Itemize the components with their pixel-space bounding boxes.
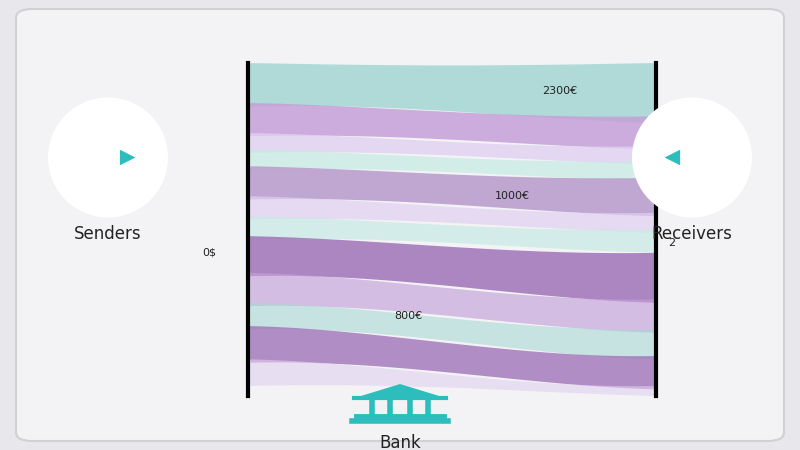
Polygon shape [248, 303, 656, 360]
Ellipse shape [632, 98, 752, 217]
Polygon shape [248, 103, 656, 149]
Text: Receivers: Receivers [651, 225, 733, 243]
Text: 2: 2 [669, 238, 675, 248]
Text: 2300€: 2300€ [542, 86, 578, 96]
Text: 1000€: 1000€ [494, 191, 530, 201]
Polygon shape [248, 196, 656, 233]
Polygon shape [248, 166, 656, 216]
Polygon shape [248, 216, 656, 253]
Polygon shape [248, 326, 656, 389]
Text: Senders: Senders [74, 225, 142, 243]
Text: 0$: 0$ [202, 248, 216, 258]
Polygon shape [248, 149, 656, 181]
Text: 800€: 800€ [394, 311, 422, 321]
Polygon shape [248, 360, 656, 396]
Text: Bank: Bank [379, 434, 421, 450]
Polygon shape [248, 273, 656, 333]
Polygon shape [356, 385, 444, 398]
Polygon shape [248, 63, 656, 123]
Polygon shape [248, 236, 656, 303]
Polygon shape [248, 133, 656, 165]
Ellipse shape [48, 98, 168, 217]
